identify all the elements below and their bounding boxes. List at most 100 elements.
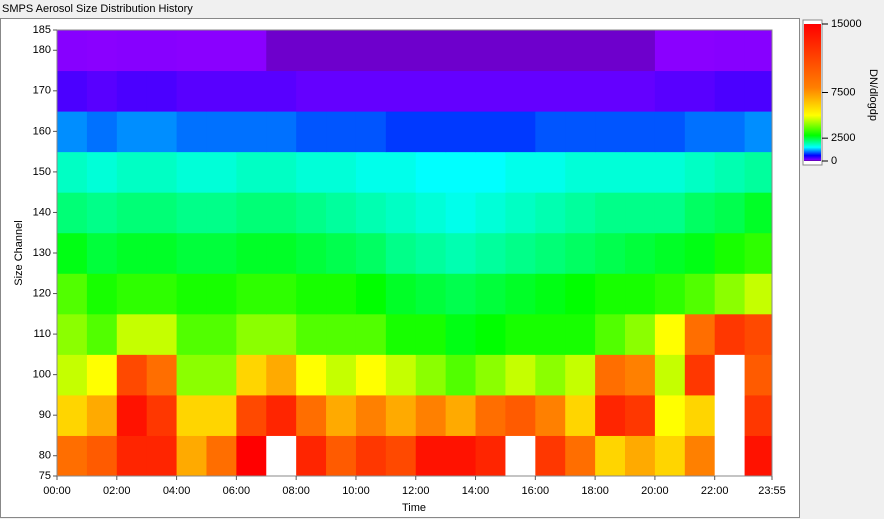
heat-cell	[86, 273, 118, 315]
heat-cell	[535, 435, 566, 477]
heat-cell	[326, 354, 357, 396]
heat-cell	[176, 30, 207, 72]
heat-cell	[415, 354, 447, 396]
heat-cell	[57, 151, 88, 193]
heat-cell	[385, 111, 417, 153]
heat-cell	[355, 435, 387, 477]
y-tick-label: 150	[33, 166, 51, 178]
heat-cell	[385, 70, 417, 112]
heat-cell	[505, 192, 536, 234]
heat-cell	[266, 273, 297, 315]
heat-cell	[625, 313, 656, 355]
heat-cell	[445, 70, 477, 112]
heat-cell	[595, 273, 626, 315]
x-tick-label: 10:00	[342, 485, 370, 497]
heat-cell	[654, 313, 686, 355]
heat-cell	[385, 192, 417, 234]
heat-cell	[744, 232, 773, 274]
colorbar-tick-label: 0	[831, 155, 837, 167]
heat-cell	[565, 151, 596, 193]
heat-cell	[475, 111, 506, 153]
heat-cell	[565, 70, 596, 112]
heat-cell	[565, 232, 596, 274]
heat-cell	[206, 435, 237, 477]
heat-cell	[505, 111, 536, 153]
heat-cell	[57, 435, 88, 477]
heat-cell	[445, 151, 477, 193]
heat-cell	[236, 354, 267, 396]
heat-cell	[326, 313, 357, 355]
y-tick-label: 100	[33, 369, 51, 381]
heat-cell	[415, 70, 447, 112]
heat-cell	[57, 354, 88, 396]
y-axis-label: Size Channel	[13, 220, 25, 285]
heat-cell	[385, 394, 417, 436]
heat-cell	[654, 394, 686, 436]
heat-cell	[445, 394, 477, 436]
colorbar-label: DN/dlogdp	[867, 69, 879, 121]
heat-cell	[266, 30, 297, 72]
heat-cell	[535, 30, 566, 72]
heat-cell	[296, 151, 327, 193]
heat-cell	[236, 313, 267, 355]
heat-cell	[595, 313, 626, 355]
heat-cell	[206, 394, 237, 436]
heat-cell	[206, 30, 237, 72]
heat-cell	[714, 273, 746, 315]
heat-cell	[206, 354, 237, 396]
heat-cell	[57, 111, 88, 153]
heat-cell	[654, 111, 686, 153]
heat-cell	[475, 313, 506, 355]
heat-cell	[176, 394, 207, 436]
heat-cell	[565, 354, 596, 396]
y-tick-label: 75	[39, 470, 51, 482]
heat-cell	[176, 435, 207, 477]
heat-cell	[744, 435, 773, 477]
heat-cell	[176, 273, 207, 315]
heat-cell	[355, 111, 387, 153]
heat-cell	[714, 151, 746, 193]
heat-cell	[505, 232, 536, 274]
heat-cell	[326, 30, 357, 72]
heat-cell	[146, 313, 178, 355]
heat-cell	[206, 273, 237, 315]
heat-cell	[266, 394, 297, 436]
heat-cell	[475, 354, 506, 396]
heat-cell	[445, 354, 477, 396]
heat-cell	[296, 192, 327, 234]
heat-cell	[654, 192, 686, 234]
heat-cell	[565, 192, 596, 234]
heat-cell	[714, 30, 746, 72]
heat-cell	[415, 273, 447, 315]
heat-cell	[57, 313, 88, 355]
x-tick-label: 14:00	[462, 485, 490, 497]
heat-cell	[595, 70, 626, 112]
heat-cell	[625, 354, 656, 396]
x-tick-label: 16:00	[522, 485, 550, 497]
heat-cell	[684, 354, 716, 396]
heat-cell	[744, 354, 773, 396]
heat-cell	[625, 30, 656, 72]
heat-cell	[326, 151, 357, 193]
heat-cell	[475, 30, 506, 72]
heat-cell	[326, 435, 357, 477]
heat-cell	[86, 394, 118, 436]
heat-cell	[654, 70, 686, 112]
heat-cell	[654, 435, 686, 477]
colorbar-tick-label: 2500	[831, 132, 855, 144]
heat-cell	[385, 151, 417, 193]
heat-cell	[296, 394, 327, 436]
heat-cell	[475, 435, 506, 477]
heat-cell	[266, 232, 297, 274]
y-tick-label: 180	[33, 44, 51, 56]
heat-cell	[654, 232, 686, 274]
heat-cell	[385, 354, 417, 396]
heat-cell	[385, 273, 417, 315]
heat-cell	[86, 30, 118, 72]
x-tick-label: 22:00	[701, 485, 729, 497]
heat-cell	[415, 232, 447, 274]
heat-cell	[296, 273, 327, 315]
heat-cell	[654, 273, 686, 315]
heat-cell	[654, 354, 686, 396]
